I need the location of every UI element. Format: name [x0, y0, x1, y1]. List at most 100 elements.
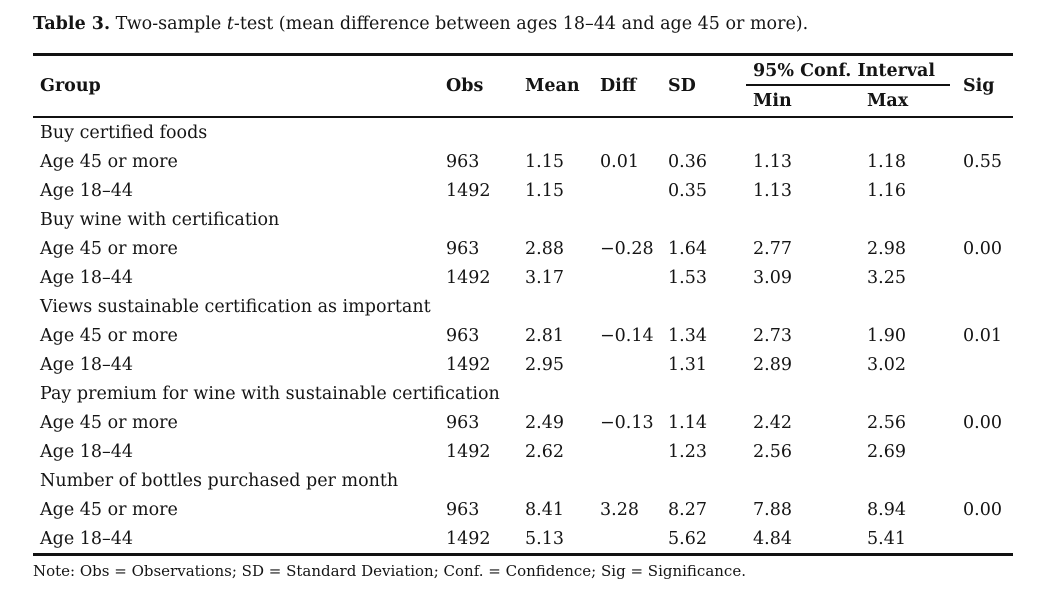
data-row: Age 18–44 1492 3.17 1.53 3.09 3.25	[33, 263, 1013, 292]
header-ci-group: 95% Conf. Interval	[746, 55, 956, 86]
group-cell: Age 18–44	[40, 528, 134, 549]
min-cell: 3.09	[753, 267, 792, 288]
sig-cell	[956, 350, 1013, 379]
header-sig: Sig	[963, 76, 995, 96]
header-row-1: Group Obs Mean Diff SD 95% Conf. Interva…	[33, 55, 1013, 96]
header-group: Group	[40, 76, 101, 96]
section-label: Pay premium for wine with sustainable ce…	[40, 383, 500, 404]
group-cell: Age 18–44	[40, 354, 134, 375]
header-obs: Obs	[446, 76, 484, 96]
max-cell: 3.02	[867, 354, 906, 375]
data-row: Age 18–44 1492 2.62 1.23 2.56 2.69	[33, 437, 1013, 466]
max-cell: 3.25	[867, 267, 906, 288]
max-cell: 1.16	[867, 180, 906, 201]
table-header: Group Obs Mean Diff SD 95% Conf. Interva…	[33, 55, 1013, 117]
data-row: Age 45 or more 963 1.15 0.01 0.36 1.13 1.18 0.5…	[33, 147, 1013, 176]
diff-cell	[593, 176, 661, 205]
table-caption-pre: Two-sample	[110, 14, 227, 34]
sig-cell	[956, 176, 1013, 205]
sd-cell: 1.31	[668, 354, 707, 375]
mean-cell: 2.62	[525, 441, 564, 462]
max-cell: 8.94	[867, 499, 906, 520]
obs-cell: 1492	[446, 354, 491, 375]
header-sd: SD	[668, 76, 696, 96]
group-cell: Age 45 or more	[40, 499, 178, 520]
table-body: Buy certified foods Age 45 or more 963 1.15…	[33, 117, 1013, 555]
min-cell: 4.84	[753, 528, 792, 549]
obs-cell: 963	[446, 325, 480, 346]
max-cell: 1.90	[867, 325, 906, 346]
data-row: Age 45 or more 963 2.49 −0.13 1.14 2.42 2.56 0.…	[33, 408, 1013, 437]
mean-cell: 2.88	[525, 238, 564, 259]
obs-cell: 1492	[446, 180, 491, 201]
group-cell: Age 18–44	[40, 180, 134, 201]
group-cell: Age 45 or more	[40, 238, 178, 259]
sig-cell: 0.55	[963, 151, 1002, 172]
table-caption-number: Table 3.	[33, 14, 111, 34]
group-cell: Age 45 or more	[40, 151, 178, 172]
diff-cell: 0.01	[600, 151, 639, 172]
sd-cell: 1.53	[668, 267, 707, 288]
section-row: Number of bottles purchased per month	[33, 466, 1013, 495]
obs-cell: 963	[446, 412, 480, 433]
min-cell: 2.56	[753, 441, 792, 462]
sd-cell: 1.14	[668, 412, 707, 433]
mean-cell: 2.81	[525, 325, 564, 346]
data-row: Age 45 or more 963 8.41 3.28 8.27 7.88 8.94 0.0…	[33, 495, 1013, 524]
table-caption-italic-t: t	[226, 14, 234, 34]
section-label: Views sustainable certification as impor…	[40, 296, 431, 317]
min-cell: 2.89	[753, 354, 792, 375]
mean-cell: 3.17	[525, 267, 564, 288]
max-cell: 1.18	[867, 151, 906, 172]
sd-cell: 1.23	[668, 441, 707, 462]
mean-cell: 5.13	[525, 528, 564, 549]
max-cell: 2.98	[867, 238, 906, 259]
min-cell: 1.13	[753, 151, 792, 172]
mean-cell: 1.15	[525, 180, 564, 201]
min-cell: 2.42	[753, 412, 792, 433]
data-row: Age 18–44 1492 5.13 5.62 4.84 5.41	[33, 524, 1013, 555]
diff-cell	[593, 437, 661, 466]
sig-cell	[956, 263, 1013, 292]
sd-cell: 1.64	[668, 238, 707, 259]
mean-cell: 2.95	[525, 354, 564, 375]
diff-cell	[593, 350, 661, 379]
diff-cell: −0.14	[600, 325, 654, 346]
sd-cell: 0.35	[668, 180, 707, 201]
data-row: Age 45 or more 963 2.81 −0.14 1.34 2.73 1.90 0.…	[33, 321, 1013, 350]
diff-cell: −0.13	[600, 412, 654, 433]
max-cell: 2.69	[867, 441, 906, 462]
sig-cell	[956, 524, 1013, 555]
min-cell: 2.73	[753, 325, 792, 346]
obs-cell: 963	[446, 238, 480, 259]
diff-cell: 3.28	[600, 499, 639, 520]
section-label: Buy wine with certification	[40, 209, 280, 230]
diff-cell	[593, 263, 661, 292]
sig-cell: 0.00	[963, 412, 1002, 433]
sig-cell	[956, 437, 1013, 466]
max-cell: 2.56	[867, 412, 906, 433]
sd-cell: 1.34	[668, 325, 707, 346]
obs-cell: 963	[446, 499, 480, 520]
table-caption-post: -test (mean difference between ages 18–4…	[233, 14, 809, 34]
mean-cell: 2.49	[525, 412, 564, 433]
section-row: Buy wine with certification	[33, 205, 1013, 234]
table-caption: Table 3. Two-sample t-test (mean differe…	[33, 12, 1013, 36]
section-row: Views sustainable certification as impor…	[33, 292, 1013, 321]
diff-cell	[593, 524, 661, 555]
sd-cell: 0.36	[668, 151, 707, 172]
section-row: Buy certified foods	[33, 117, 1013, 147]
section-label: Buy certified foods	[40, 122, 208, 143]
t-test-table: Group Obs Mean Diff SD 95% Conf. Interva…	[33, 53, 1013, 556]
obs-cell: 963	[446, 151, 480, 172]
obs-cell: 1492	[446, 528, 491, 549]
group-cell: Age 18–44	[40, 267, 134, 288]
sd-cell: 8.27	[668, 499, 707, 520]
section-row: Pay premium for wine with sustainable ce…	[33, 379, 1013, 408]
header-min: Min	[753, 91, 792, 111]
obs-cell: 1492	[446, 441, 491, 462]
sig-cell: 0.01	[963, 325, 1002, 346]
min-cell: 2.77	[753, 238, 792, 259]
data-row: Age 18–44 1492 2.95 1.31 2.89 3.02	[33, 350, 1013, 379]
